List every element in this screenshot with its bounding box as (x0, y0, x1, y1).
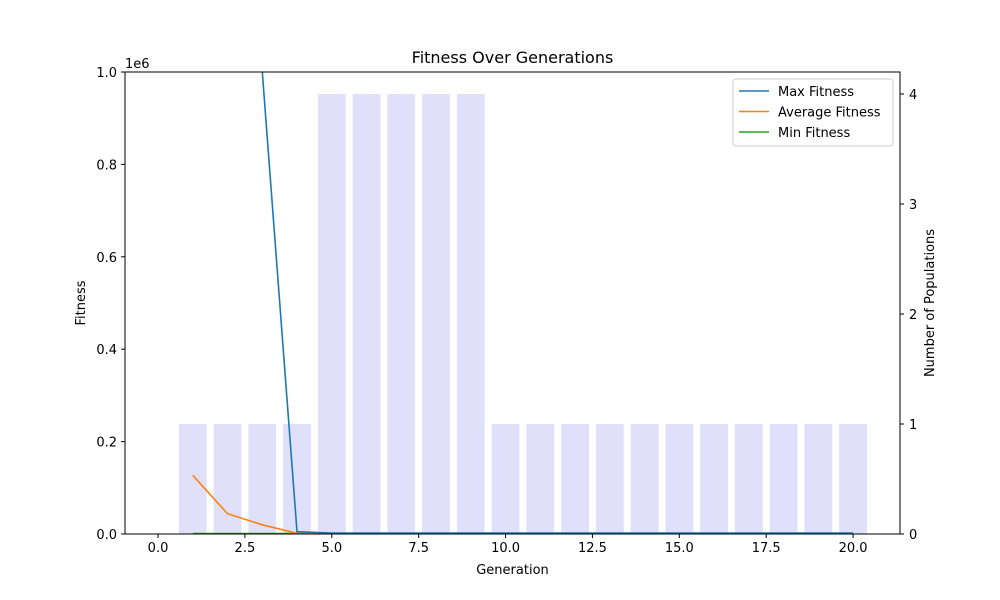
population-bar (665, 424, 694, 534)
x-tick-label: 5.0 (321, 541, 342, 556)
population-bar (387, 94, 416, 534)
x-tick-label: 10.0 (491, 541, 520, 556)
chart-title: Fitness Over Generations (412, 48, 614, 67)
population-bar (804, 424, 833, 534)
population-bar (700, 424, 728, 534)
y-tick-label: 0.4 (96, 343, 117, 358)
population-bar (213, 424, 242, 534)
y-tick-label: 0.2 (96, 436, 117, 451)
y-axis-ticks: 0.0 0.2 0.4 0.6 0.8 1.0 (96, 66, 125, 543)
population-bar (283, 424, 311, 534)
plot-frame (124, 71, 901, 535)
min-fitness-legend-label: Min Fitness (778, 126, 850, 141)
x-axis-ticks: 0.0 2.5 5.0 7.5 10.0 12.5 15.0 17.5 20.0 (148, 534, 868, 556)
y-tick-label: 0.8 (96, 158, 117, 173)
legend: Max Fitness Average Fitness Min Fitness (732, 78, 894, 147)
population-bar (352, 94, 381, 534)
x-tick-label: 0.0 (148, 541, 169, 556)
y2-tick-label: 3 (909, 198, 917, 213)
y2-axis-ticks: 0 1 2 3 4 (900, 88, 917, 543)
population-bar (630, 424, 659, 534)
y2-tick-label: 1 (909, 418, 917, 433)
x-tick-label: 17.5 (752, 541, 781, 556)
x-tick-label: 2.5 (235, 541, 256, 556)
x-axis-label: Generation (476, 563, 549, 578)
population-bars (178, 94, 867, 534)
x-tick-label: 12.5 (578, 541, 607, 556)
y-axis-offset-text: 1e6 (125, 57, 150, 72)
y-tick-label: 1.0 (96, 66, 117, 81)
population-bar (526, 424, 555, 534)
legend-box (732, 78, 894, 147)
population-bar (456, 94, 485, 534)
population-bar (491, 424, 520, 534)
population-bar (595, 424, 624, 534)
x-tick-label: 15.0 (665, 541, 694, 556)
population-bar (769, 424, 798, 534)
max-fitness-legend-label: Max Fitness (778, 85, 854, 100)
y-tick-label: 0.0 (96, 528, 117, 543)
population-bar (248, 424, 277, 534)
population-bar (734, 424, 763, 534)
population-bar (561, 424, 589, 534)
average-fitness-legend-label: Average Fitness (778, 106, 881, 121)
x-tick-label: 7.5 (408, 541, 429, 556)
x-tick-label: 20.0 (839, 541, 868, 556)
y2-axis-label: Number of Populations (923, 229, 938, 377)
max-fitness-line (261, 72, 854, 534)
population-bar (839, 424, 867, 534)
population-bar (317, 94, 346, 534)
y-axis-label: Fitness (74, 280, 89, 325)
population-bar (178, 424, 207, 534)
y2-tick-label: 4 (909, 88, 917, 103)
y-tick-label: 0.6 (96, 251, 117, 266)
population-bar (422, 94, 450, 534)
y2-tick-label: 0 (909, 528, 917, 543)
y2-tick-label: 2 (909, 308, 917, 323)
